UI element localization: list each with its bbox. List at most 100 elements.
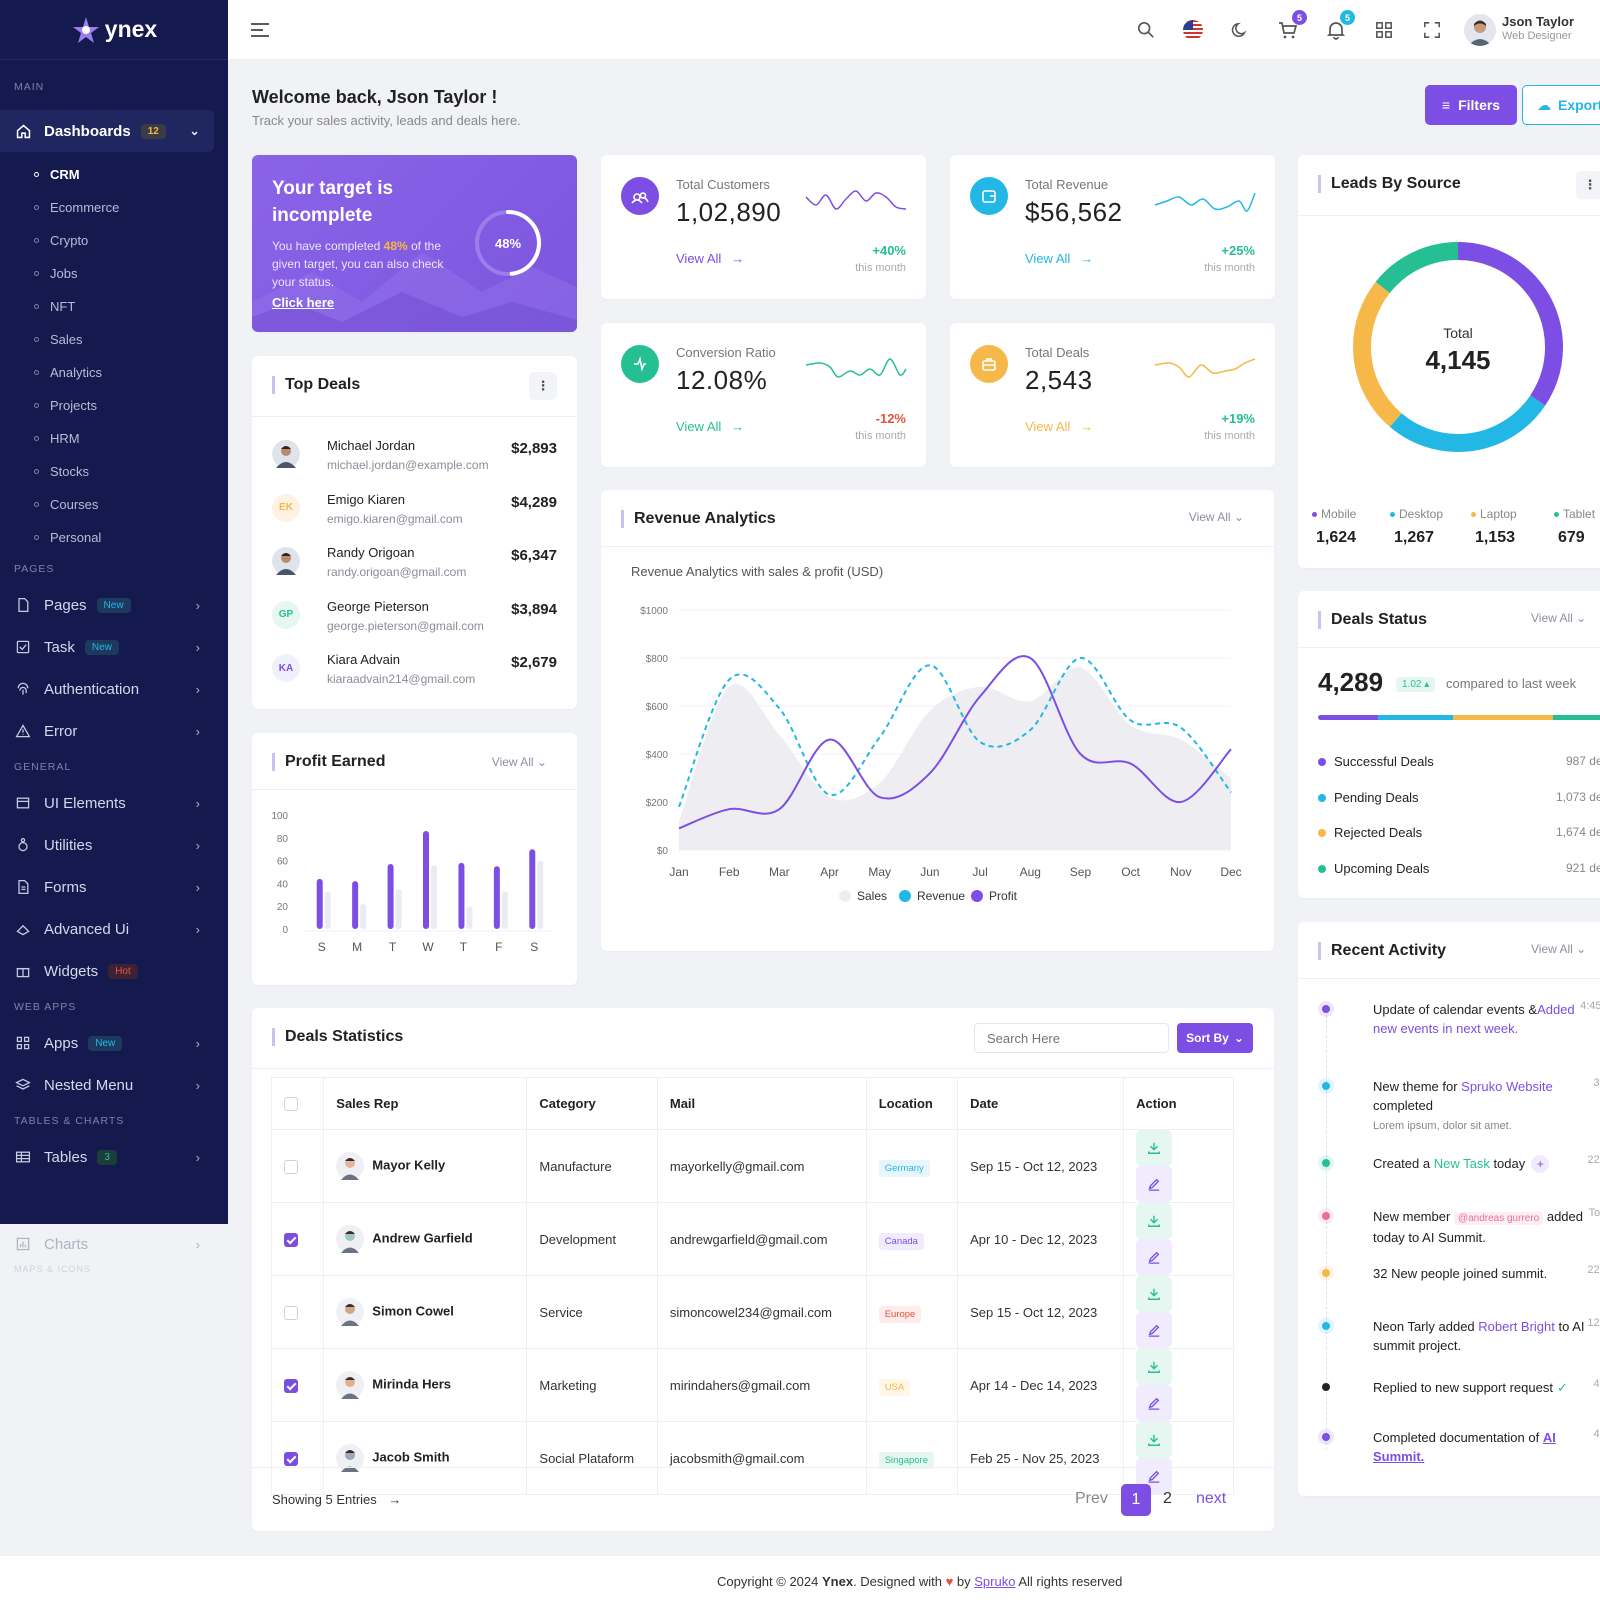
fingerprint-icon: [14, 680, 32, 698]
footer: Copyright © 2024 Ynex. Designed with ♥ b…: [0, 1555, 1600, 1600]
more-options-icon[interactable]: ⋮: [1576, 171, 1600, 199]
sidebar-item-advanced-ui[interactable]: Advanced Ui ›: [0, 908, 228, 950]
activity-time: 22 hrs: [1587, 1154, 1600, 1166]
cart-icon[interactable]: 5: [1276, 10, 1307, 42]
profit-view-all[interactable]: View All ⌄: [491, 755, 547, 769]
stat-view-all-link[interactable]: View All →: [1025, 419, 1094, 434]
download-button[interactable]: [1136, 1203, 1173, 1239]
pagination-next[interactable]: next: [1196, 1490, 1227, 1507]
row-checkbox[interactable]: [284, 1305, 298, 1320]
submenu-item-crypto[interactable]: Crypto: [0, 224, 228, 257]
download-button[interactable]: [1136, 1130, 1173, 1166]
sidebar-item-widgets[interactable]: Widgets Hot: [0, 950, 228, 992]
fullscreen-icon[interactable]: [1420, 18, 1444, 42]
target-link[interactable]: Click here: [272, 295, 335, 310]
submenu-item-ecommerce[interactable]: Ecommerce: [0, 191, 228, 224]
submenu-item-courses[interactable]: Courses: [0, 488, 228, 521]
row-checkbox[interactable]: [284, 1159, 298, 1174]
legend-item: Mobile 1,624: [1312, 507, 1392, 547]
sidebar-item-ui-elements[interactable]: UI Elements ›: [0, 782, 228, 824]
sidebar-item-utilities[interactable]: Utilities ›: [0, 824, 228, 866]
sidebar-item-charts[interactable]: Charts ›: [0, 1226, 228, 1262]
sidebar-item-error[interactable]: Error ›: [0, 710, 228, 752]
stat-view-all-link[interactable]: View All →: [676, 251, 745, 266]
sidebar-item-forms[interactable]: Forms ›: [0, 866, 228, 908]
user-name[interactable]: Json Taylor: [1502, 14, 1575, 29]
submenu-item-analytics[interactable]: Analytics: [0, 356, 228, 389]
pagination-prev[interactable]: Prev: [1075, 1490, 1108, 1507]
legend-marker: [971, 890, 983, 902]
sidebar-item-tables[interactable]: Tables 3 ›: [0, 1136, 228, 1178]
status-count: 1,073 deals: [1555, 789, 1600, 804]
activity-text-part: Spruko Website: [1461, 1079, 1553, 1094]
sidebar-item-dashboards[interactable]: Dashboards 12 ⌄: [0, 110, 214, 152]
edit-button[interactable]: [1136, 1312, 1173, 1348]
sidebar-item-apps[interactable]: Apps New ›: [0, 1022, 228, 1064]
download-button[interactable]: [1136, 1349, 1173, 1385]
profit-bar: [537, 860, 544, 929]
row-checkbox[interactable]: [284, 1451, 298, 1466]
activity-text: 32 New people joined summit.: [1373, 1264, 1588, 1283]
pagination-page-1[interactable]: 1: [1121, 1484, 1151, 1516]
avatar[interactable]: [1464, 14, 1496, 46]
search-input[interactable]: [974, 1023, 1169, 1053]
sidebar-item-label: Widgets: [44, 962, 99, 980]
search-icon[interactable]: [1134, 18, 1158, 42]
deal-row[interactable]: GP George Pieterson george.pieterson@gmail…: [272, 599, 557, 651]
download-button[interactable]: [1136, 1422, 1173, 1458]
stat-view-all-link[interactable]: View All →: [676, 419, 745, 434]
us-flag-icon[interactable]: [1181, 18, 1205, 42]
activity-text-part: 32 New people joined summit.: [1373, 1266, 1548, 1281]
category-cell: Social Plataform: [526, 1421, 658, 1495]
sidebar-item-authentication[interactable]: Authentication ›: [0, 668, 228, 710]
stat-view-all-link[interactable]: View All →: [1025, 251, 1094, 266]
submenu-item-crm[interactable]: CRM: [0, 158, 228, 191]
timeline-dot: [1322, 1159, 1330, 1167]
revenue-view-all[interactable]: View All ⌄: [1188, 510, 1244, 524]
submenu-item-jobs[interactable]: Jobs: [0, 257, 228, 290]
pagination-page-2[interactable]: 2: [1163, 1490, 1172, 1507]
edit-button[interactable]: [1136, 1239, 1173, 1275]
brand-logo[interactable]: ynex: [0, 0, 228, 60]
sidebar-item-nested-menu[interactable]: Nested Menu ›: [0, 1064, 228, 1106]
deal-row[interactable]: Michael Jordan michael.jordan@example.com…: [272, 438, 557, 490]
sidebar-item-task[interactable]: Task New ›: [0, 626, 228, 668]
moon-icon[interactable]: [1228, 18, 1252, 42]
submenu-item-stocks[interactable]: Stocks: [0, 455, 228, 488]
footer-link[interactable]: Spruko: [974, 1574, 1016, 1589]
deal-row[interactable]: Randy Origoan randy.origoan@gmail.com $6,3…: [272, 545, 557, 597]
submenu-label: Projects: [50, 398, 97, 413]
activity-view-all[interactable]: View All ⌄: [1531, 942, 1587, 956]
deal-row[interactable]: KA Kiara Advain kiaraadvain214@gmail.com $2…: [272, 652, 557, 704]
deal-row[interactable]: EK Emigo Kiaren emigo.kiaren@gmail.com $4,2…: [272, 492, 557, 544]
deal-amount: $3,894: [511, 600, 557, 618]
sort-by-button[interactable]: Sort By ⌄: [1177, 1023, 1253, 1053]
sidebar-item-pages[interactable]: Pages New ›: [0, 584, 228, 626]
filters-button[interactable]: ≡ Filters: [1425, 85, 1517, 125]
submenu-item-projects[interactable]: Projects: [0, 389, 228, 422]
legend-label: Desktop: [1399, 507, 1444, 521]
apps-grid-icon[interactable]: [1372, 18, 1396, 42]
export-button[interactable]: ☁ Export: [1522, 85, 1600, 125]
submenu-item-sales[interactable]: Sales: [0, 323, 228, 356]
download-button[interactable]: [1136, 1276, 1173, 1312]
more-options-icon[interactable]: ⋮: [529, 372, 557, 400]
submenu-item-hrm[interactable]: HRM: [0, 422, 228, 455]
bell-icon[interactable]: 5: [1324, 10, 1355, 42]
row-checkbox[interactable]: [284, 1378, 298, 1393]
edit-button[interactable]: [1136, 1166, 1173, 1202]
submenu-item-nft[interactable]: NFT: [0, 290, 228, 323]
grid-icon: [14, 1034, 32, 1052]
table-row: Mayor Kelly Manufacture mayorkelly@gmail.c…: [270, 1129, 1234, 1203]
legend-value: 679: [1558, 529, 1585, 546]
legend-label: Laptop: [1480, 507, 1517, 521]
sales-rep-name: Mayor Kelly: [372, 1157, 446, 1173]
submenu-item-personal[interactable]: Personal: [0, 521, 228, 554]
edit-button[interactable]: [1136, 1385, 1173, 1421]
profit-bar: [423, 830, 429, 929]
deals-status-view-all[interactable]: View All ⌄: [1531, 611, 1587, 625]
row-checkbox[interactable]: [284, 1232, 298, 1247]
select-all-checkbox[interactable]: [284, 1097, 298, 1112]
sidebar-category-general: GENERAL: [14, 761, 72, 773]
menu-toggle-icon[interactable]: [248, 18, 272, 42]
